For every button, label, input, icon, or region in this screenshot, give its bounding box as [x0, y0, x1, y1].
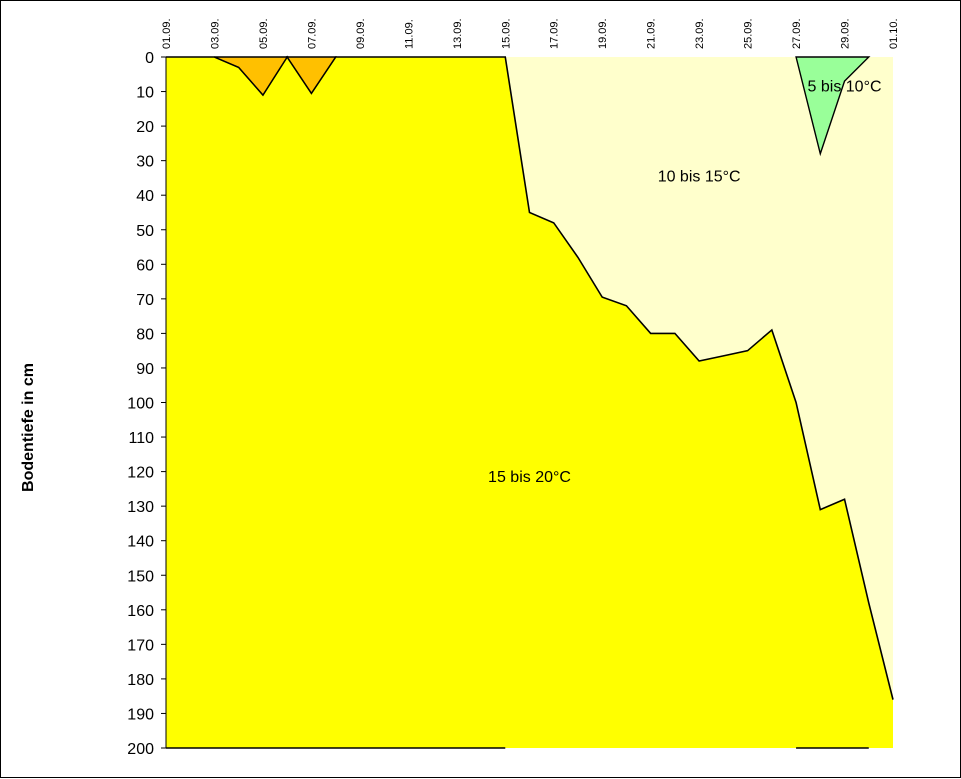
x-tick-label: 13.09.	[452, 18, 464, 49]
y-tick-label: 10	[136, 85, 154, 102]
x-tick-label: 03.09.	[209, 18, 221, 49]
y-tick-label: 50	[136, 223, 154, 240]
x-tick-label: 23.09.	[694, 18, 706, 49]
y-axis-label: Bodentiefe in cm	[20, 363, 37, 492]
x-tick-label: 05.09.	[258, 18, 270, 49]
y-tick-label: 120	[127, 465, 154, 482]
x-tick-label: 07.09.	[306, 18, 318, 49]
y-tick-label: 180	[127, 672, 154, 689]
y-tick-label: 150	[127, 568, 154, 585]
y-tick-label: 80	[136, 326, 154, 343]
y-tick-label: 110	[128, 430, 154, 447]
x-tick-label: 19.09.	[597, 18, 609, 49]
label-layer: 15 bis 20°C 10 bis 15°C 5 bis 10°C	[488, 79, 881, 486]
y-tick-label: 130	[127, 499, 154, 516]
y-tick-label: 140	[127, 534, 154, 551]
zone-label: 15 bis 20°C	[488, 469, 571, 486]
y-tick-label: 100	[127, 396, 154, 413]
zone-patch-2-1	[795, 56, 871, 157]
zone-patch-1-2	[285, 56, 337, 95]
x-tick-label: 11.09.	[403, 19, 415, 49]
y-tick-label: 200	[127, 741, 154, 758]
x-tick-label: 01.10.	[888, 18, 900, 49]
x-tick-label: 21.09.	[646, 18, 658, 49]
y-tick-label: 0	[145, 50, 154, 67]
x-tick-label: 17.09.	[549, 18, 561, 49]
y-tick-label: 170	[127, 637, 154, 654]
x-tick-label: 27.09.	[791, 18, 803, 49]
y-tick-label: 20	[136, 119, 154, 136]
axes-layer: 0 10 20 30 40 50 60 70 80 90 100 110 120 130 140 150 160…	[127, 18, 900, 758]
y-tick-label: 90	[136, 361, 154, 378]
y-tick-label: 190	[127, 706, 154, 723]
y-tick-label: 40	[136, 188, 154, 205]
zone-label: 5 bis 10°C	[808, 79, 882, 96]
x-tick-label: 01.09.	[161, 18, 173, 49]
area-layer	[166, 55, 894, 749]
y-tick-label: 30	[136, 154, 154, 171]
y-tick-label: 70	[136, 292, 154, 309]
y-tick-label: 60	[136, 257, 154, 274]
x-tick-label: 15.09.	[500, 18, 512, 49]
x-tick-label: 29.09.	[840, 18, 852, 49]
x-tick-label: 09.09.	[355, 18, 367, 49]
zone-label: 10 bis 15°C	[658, 168, 741, 185]
y-tick-label: 160	[127, 603, 154, 620]
x-tick-label: 25.09.	[743, 18, 755, 49]
zone-15-20-area	[166, 57, 893, 748]
